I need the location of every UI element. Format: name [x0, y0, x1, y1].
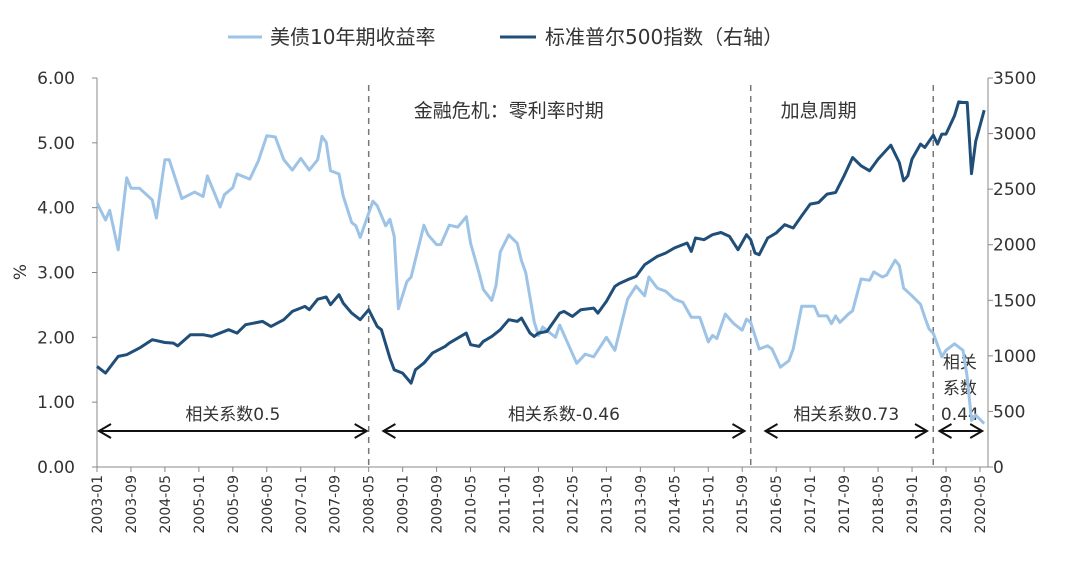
- y-left-tick-label: 2.00: [37, 328, 75, 348]
- x-tick-label: 2015-09: [735, 475, 751, 534]
- x-tick-label: 2020-05: [973, 475, 989, 534]
- y-right-tick-label: 500: [993, 402, 1025, 422]
- x-tick-label: 2011-09: [531, 475, 547, 534]
- legend-label-sp500: 标准普尔500指数（右轴）: [545, 25, 783, 49]
- x-tick-label: 2003-09: [124, 475, 140, 534]
- y-left-tick-label: 1.00: [37, 393, 75, 413]
- series-line-treasury-yield: [95, 134, 986, 425]
- x-tick-label: 2013-09: [633, 475, 649, 534]
- x-tick-label: 2007-01: [294, 475, 310, 534]
- correlation-arrow: 相关系数0.5: [97, 405, 369, 439]
- x-tick-label: 2006-05: [260, 475, 276, 534]
- x-tick-label: 2019-01: [905, 475, 921, 534]
- correlation-label: 0.44: [941, 405, 979, 425]
- correlation-label: 相关系数-0.46: [508, 405, 620, 425]
- correlation-arrow: 相关系数-0.46: [381, 405, 747, 439]
- y-right-tick-label: 3500: [993, 69, 1036, 89]
- correlation-label: 相关: [943, 353, 977, 373]
- x-tick-label: 2013-01: [599, 475, 615, 534]
- x-tick-label: 2019-09: [939, 475, 955, 534]
- arrow-head-right-icon: [731, 423, 747, 439]
- legend-label-treasury: 美债10年期收益率: [270, 25, 435, 49]
- x-tick-label: 2017-09: [837, 475, 853, 534]
- y-left-tick-label: 6.00: [37, 69, 75, 89]
- x-tick-label: 2012-05: [565, 475, 581, 534]
- y-right-tick-label: 1000: [993, 347, 1036, 367]
- y-left-tick-label: 4.00: [37, 199, 75, 219]
- x-tick-label: 2014-05: [667, 475, 683, 534]
- y-right-tick-label: 0: [993, 458, 1004, 478]
- arrow-head-right-icon: [969, 423, 985, 439]
- arrow-head-right-icon: [354, 423, 369, 439]
- correlation-label: 相关系数0.73: [793, 405, 899, 425]
- x-tick-label: 2009-09: [430, 475, 446, 534]
- correlation-label: 相关系数0.5: [185, 405, 280, 425]
- x-tick-label: 2016-05: [769, 475, 785, 534]
- x-tick-label: 2017-01: [803, 475, 819, 534]
- x-tick-label: 2009-01: [396, 475, 412, 534]
- arrow-head-left-icon: [381, 423, 396, 439]
- y-left-tick-label: 0.00: [37, 458, 75, 478]
- y-right-tick-label: 1500: [993, 291, 1036, 311]
- arrow-head-left-icon: [763, 423, 778, 439]
- y-right-tick-label: 3000: [993, 125, 1036, 145]
- legend: 美债10年期收益率 标准普尔500指数（右轴）: [228, 25, 783, 49]
- y-left-tick-label: 3.00: [37, 264, 75, 284]
- correlation-arrow: 相关系数 0.44: [937, 353, 985, 439]
- x-tick-label: 2015-01: [701, 475, 717, 534]
- x-tick-label: 2007-09: [328, 475, 344, 534]
- axes: 0.00 1.00 2.00 3.00 4.00 5.00 6.00 0 500 1000 1500…: [37, 69, 1036, 534]
- x-tick-label: 2004-05: [158, 475, 174, 534]
- x-tick-label: 2003-01: [90, 475, 106, 534]
- series-lines: [95, 100, 986, 425]
- period-label: 金融危机：零利率时期: [414, 100, 604, 122]
- x-tick-label: 2018-05: [871, 475, 887, 534]
- y-right-tick-label: 2500: [993, 180, 1036, 200]
- arrow-head-left-icon: [97, 423, 112, 439]
- x-tick-label: 2010-05: [464, 475, 480, 534]
- correlation-arrow: 相关系数0.73: [763, 405, 930, 439]
- x-tick-label: 2008-05: [362, 475, 378, 534]
- arrow-head-right-icon: [914, 423, 930, 439]
- series-line-sp500: [96, 100, 986, 385]
- correlation-label: 系数: [943, 379, 977, 399]
- x-tick-label: 2005-09: [226, 475, 242, 534]
- x-tick-label: 2005-01: [192, 475, 208, 534]
- y-axis-left-label: %: [11, 264, 31, 280]
- x-tick-label: 2011-01: [498, 475, 514, 534]
- period-label: 加息周期: [781, 100, 857, 122]
- y-left-tick-label: 5.00: [37, 134, 75, 154]
- arrow-head-left-icon: [937, 423, 953, 439]
- y-right-tick-label: 2000: [993, 236, 1036, 256]
